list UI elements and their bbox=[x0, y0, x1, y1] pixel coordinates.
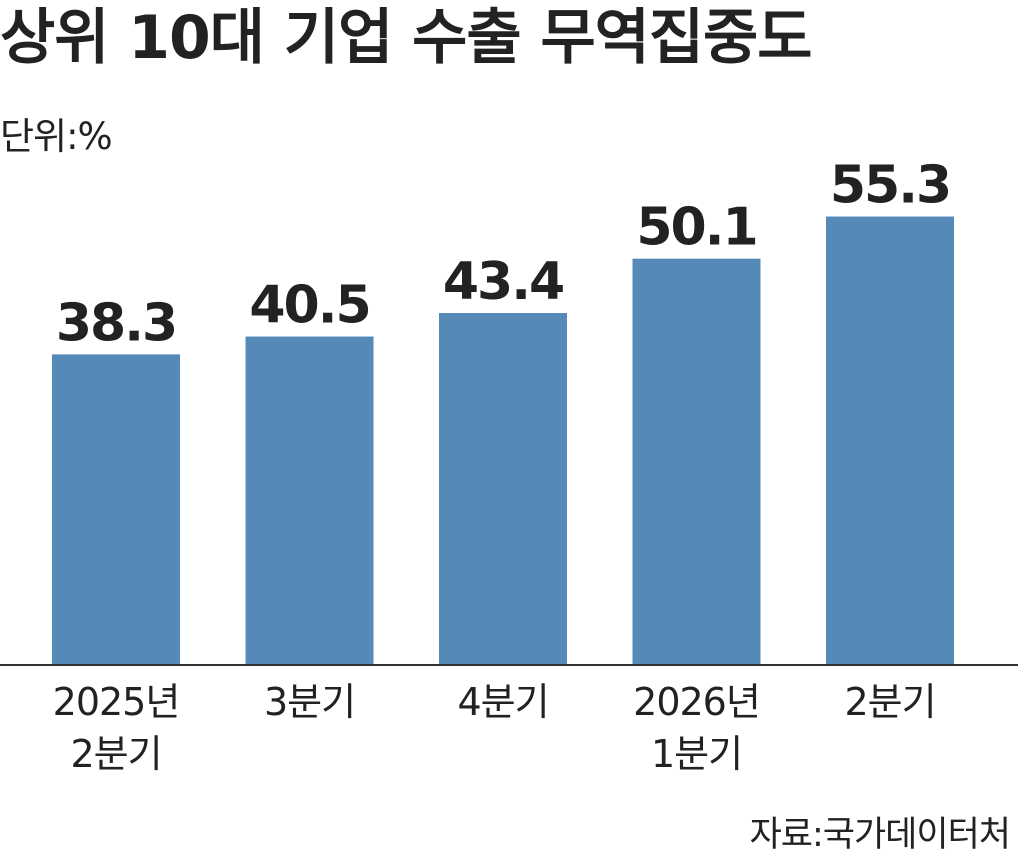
bar-5 bbox=[826, 216, 954, 665]
source-label: 자료:국가데이터처 bbox=[749, 815, 1011, 855]
value-labels-group: 38.3 40.5 43.4 50.1 55.3 bbox=[56, 156, 952, 354]
bars-group bbox=[52, 216, 954, 665]
tick-label-1-line-1: 2025년 bbox=[53, 680, 180, 724]
value-label-5: 55.3 bbox=[830, 156, 950, 216]
bar-4 bbox=[632, 258, 761, 665]
tick-label-2-line-1: 3분기 bbox=[264, 680, 355, 724]
tick-label-1-line-2: 2분기 bbox=[70, 732, 161, 776]
value-label-1: 38.3 bbox=[56, 293, 176, 353]
tick-label-5-line-1: 2분기 bbox=[844, 680, 935, 724]
chart-title: 상위 10대 기업 수출 무역집중도 bbox=[0, 3, 812, 73]
tick-label-3-line-1: 4분기 bbox=[457, 680, 548, 724]
bar-1 bbox=[52, 354, 180, 665]
tick-labels-group: 2025년 2분기 3분기 4분기 2026년 1분기 2분기 bbox=[53, 680, 937, 776]
bar-2 bbox=[245, 336, 374, 665]
value-label-4: 50.1 bbox=[636, 198, 756, 258]
unit-label: 단위:% bbox=[0, 115, 113, 158]
bar-3 bbox=[439, 313, 567, 665]
value-label-3: 43.4 bbox=[443, 252, 563, 312]
tick-label-4-line-1: 2026년 bbox=[633, 680, 760, 724]
tick-label-4-line-2: 1분기 bbox=[651, 732, 742, 776]
value-label-2: 40.5 bbox=[249, 276, 369, 336]
